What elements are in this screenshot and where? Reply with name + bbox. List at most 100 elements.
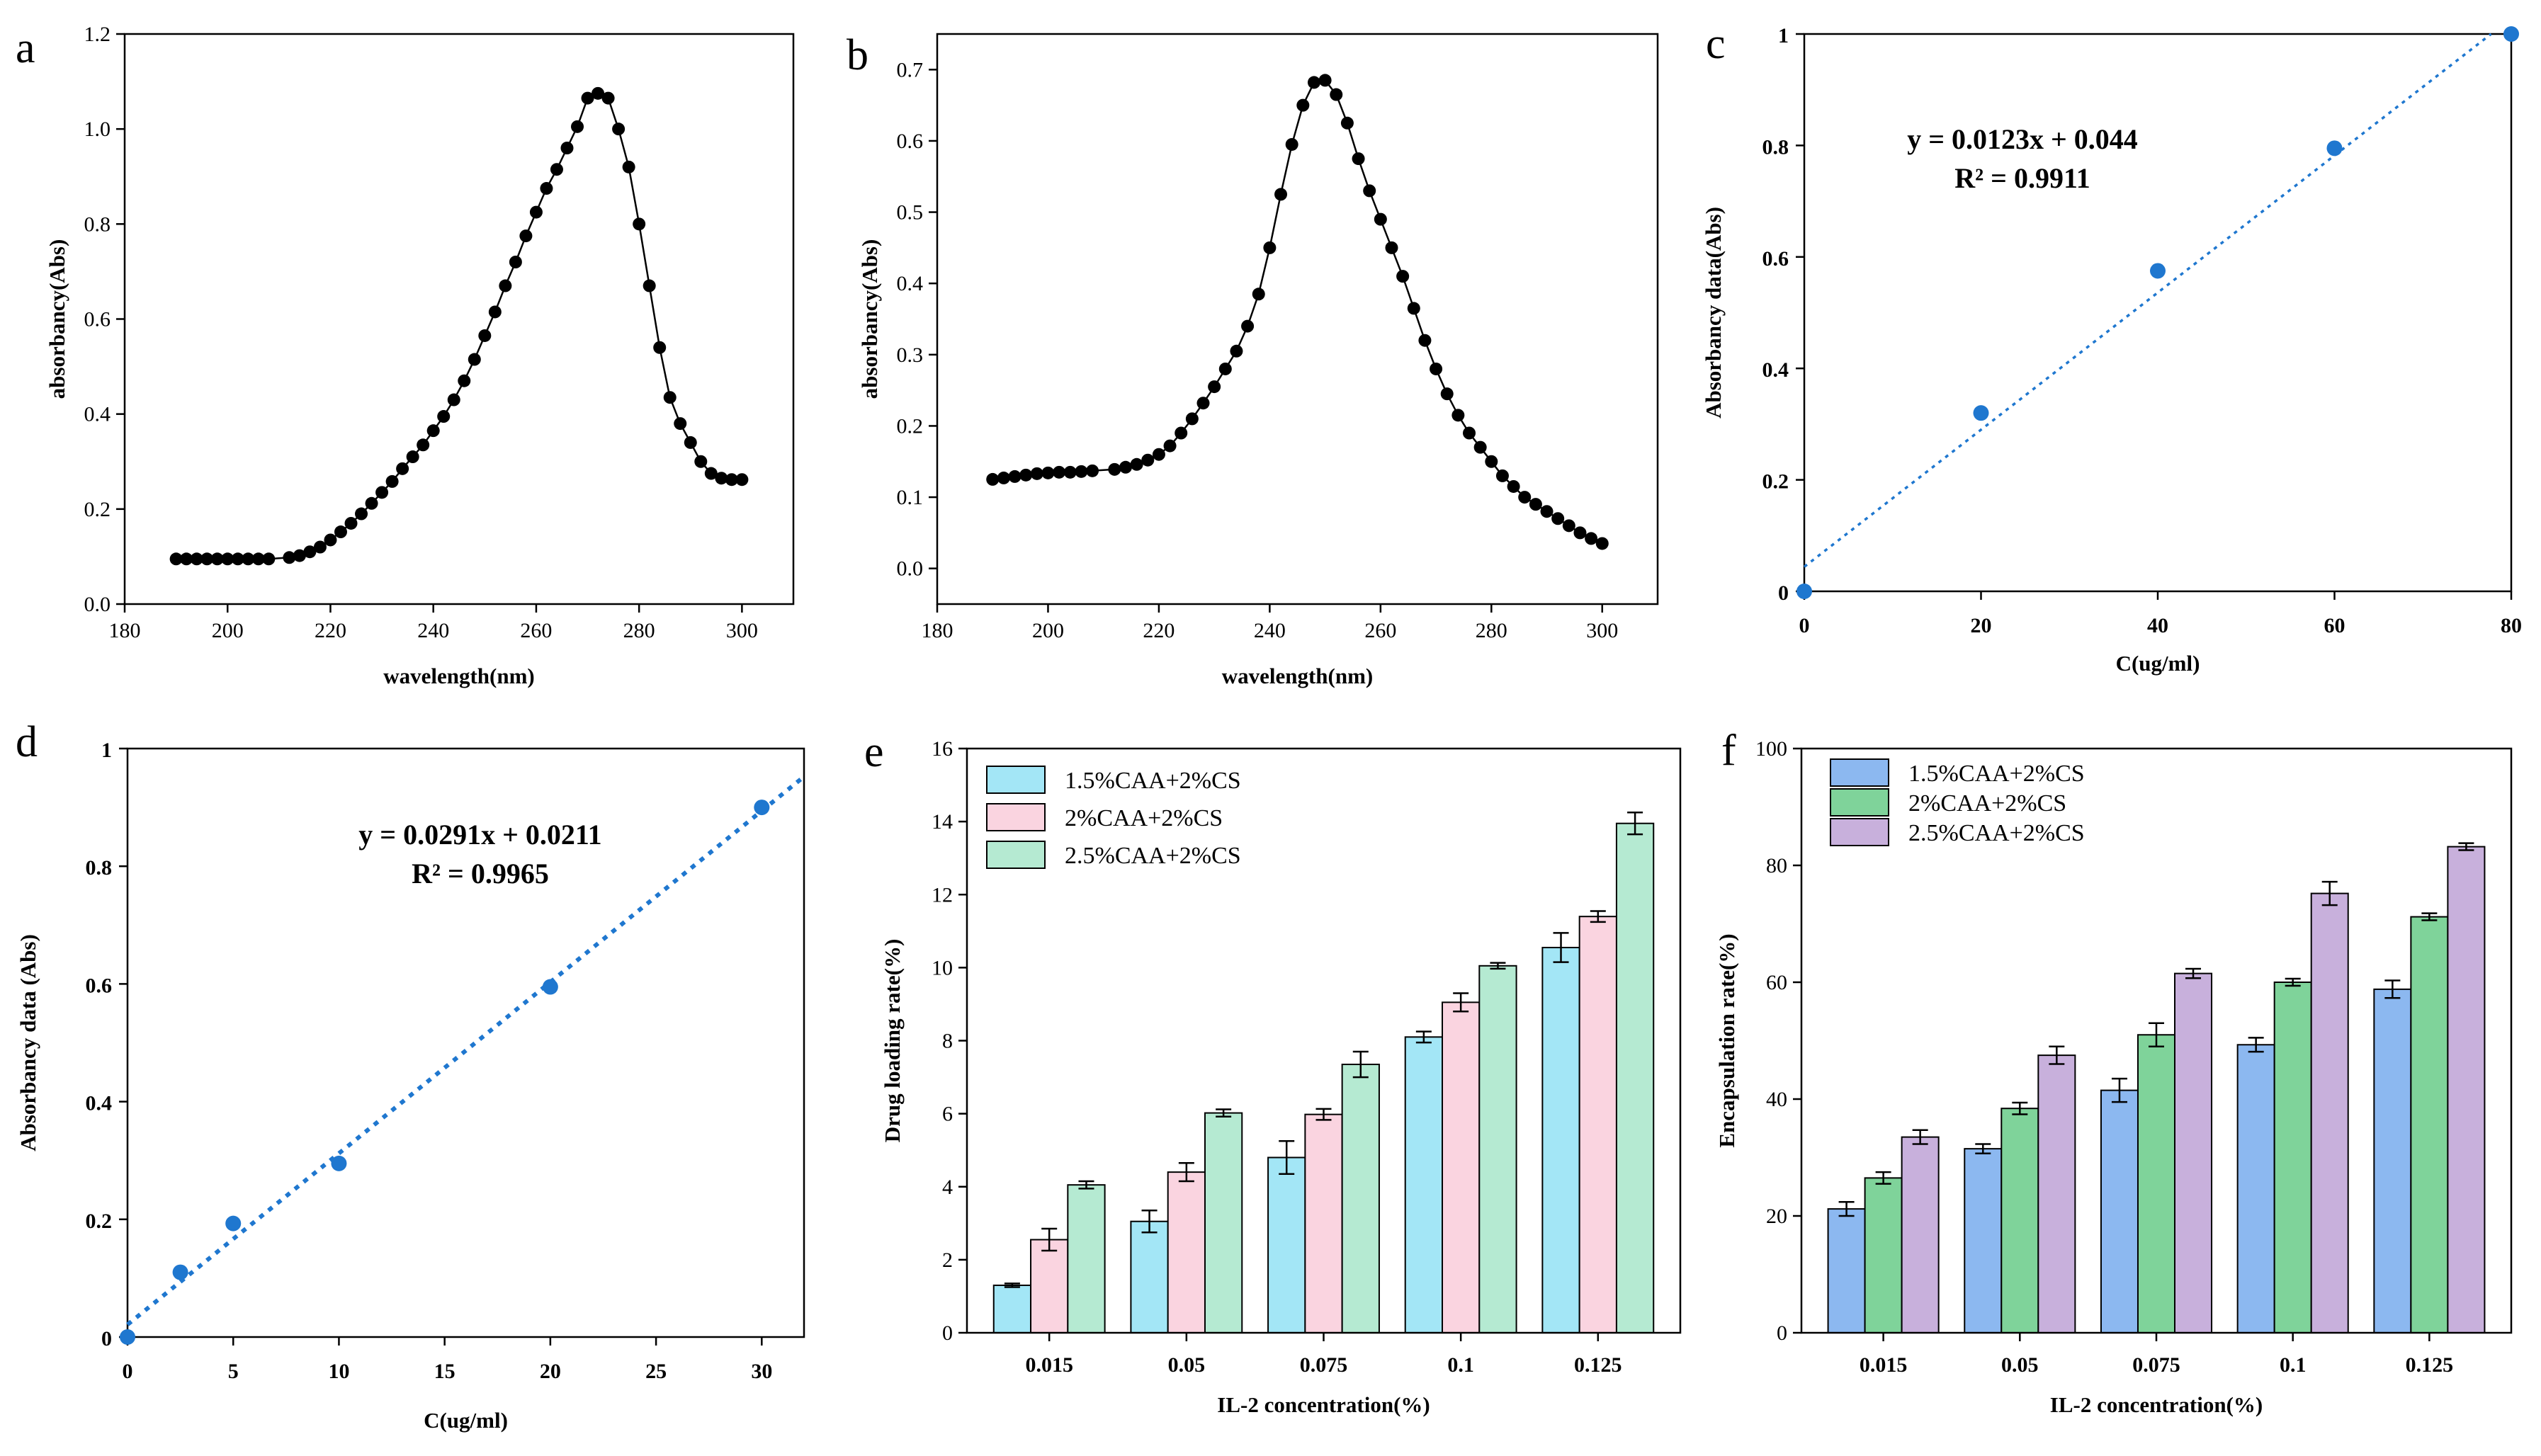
- r-squared: R² = 0.9911: [1954, 162, 2090, 194]
- bar-1-5-caa-2-cs: [1130, 1220, 1169, 1333]
- legend-swatch: [986, 841, 1046, 869]
- data-point: [344, 516, 358, 530]
- x-tick-label: 200: [1032, 619, 1064, 642]
- x-tick-label: 5: [228, 1360, 239, 1383]
- y-tick-label: 1.2: [84, 23, 111, 46]
- bar-1-5-caa-2-cs: [2236, 1044, 2275, 1334]
- x-tick-label: 0.125: [1574, 1353, 1622, 1377]
- data-point: [1430, 362, 1443, 375]
- y-tick-label: 0.1: [897, 486, 924, 509]
- panel-b: b 180 200 220 240 260 280 300 0.0 0.1 0.2 0.3 0.4 0.5…: [847, 31, 1659, 688]
- y-tick-label: 0.6: [1762, 247, 1789, 271]
- legend-label: 1.5%CAA+2%CS: [1908, 761, 2085, 787]
- data-point: [1385, 241, 1398, 254]
- data-point: [1440, 387, 1454, 401]
- trend-line: [126, 775, 805, 1326]
- y-tick-label: 0.0: [84, 593, 111, 616]
- x-tick-label: 300: [726, 619, 758, 642]
- x-tick-label: 180: [109, 619, 141, 642]
- data-point: [2150, 263, 2166, 279]
- y-tick-label: 0.6: [86, 974, 113, 997]
- legend-swatch: [986, 766, 1046, 794]
- y-tick-label: 0.2: [86, 1210, 113, 1233]
- data-point: [396, 462, 409, 475]
- data-point: [550, 163, 563, 176]
- legend-swatch: [1830, 758, 1889, 787]
- data-point: [385, 474, 399, 488]
- data-point: [519, 229, 533, 243]
- data-point: [653, 341, 667, 354]
- legend-label: 2%CAA+2%CS: [1065, 805, 1223, 831]
- bar-1-5-caa-2-cs: [1267, 1156, 1306, 1333]
- legend-label: 1.5%CAA+2%CS: [1065, 768, 1241, 794]
- x-tick-label: 0.1: [2280, 1353, 2307, 1377]
- data-point: [1196, 397, 1210, 410]
- data-point: [1540, 505, 1554, 518]
- x-tick-label: 180: [922, 619, 953, 642]
- y-axis-title: Encapsulation rate(%): [1714, 933, 1739, 1147]
- data-point: [1796, 584, 1812, 599]
- y-tick-label: 10: [932, 956, 953, 979]
- data-point: [1396, 270, 1410, 283]
- data-point: [478, 329, 492, 342]
- data-point: [542, 979, 558, 995]
- data-point: [1075, 465, 1088, 478]
- panel-letter-d: d: [16, 718, 38, 766]
- y-tick-label: 0.8: [86, 856, 113, 880]
- y-tick-label: 0.2: [1762, 470, 1789, 494]
- data-point: [1008, 470, 1022, 483]
- data-point: [375, 486, 389, 499]
- data-point: [426, 424, 440, 438]
- x-tick-label: 220: [1143, 619, 1175, 642]
- data-point: [1296, 98, 1310, 112]
- data-point: [1973, 405, 1989, 421]
- x-tick-label: 0.075: [2132, 1353, 2180, 1377]
- data-point: [262, 552, 276, 566]
- bar-2-5-caa-2-cs: [2174, 972, 2213, 1333]
- y-tick-label: 100: [1755, 737, 1787, 761]
- bar-2-5-caa-2-cs: [1478, 965, 1517, 1333]
- bar-2-5-caa-2-cs: [1901, 1136, 1940, 1333]
- y-axis-title: absorbancy(Abs): [857, 239, 882, 399]
- data-point: [694, 455, 708, 468]
- panel-letter-f: f: [1721, 727, 1736, 775]
- data-point: [468, 353, 481, 366]
- y-tick-label: 20: [1766, 1205, 1787, 1228]
- y-tick-label: 60: [1766, 971, 1787, 994]
- x-tick-label: 0.05: [2001, 1353, 2039, 1377]
- data-point: [1495, 469, 1509, 482]
- data-point: [172, 1264, 188, 1280]
- data-point: [180, 552, 193, 566]
- data-point: [437, 410, 451, 423]
- data-point: [1507, 479, 1520, 493]
- bar-2-5-caa-2-cs: [2310, 892, 2349, 1333]
- x-tick-label: 80: [2501, 614, 2522, 637]
- data-point: [735, 473, 749, 487]
- data-point: [1141, 453, 1155, 467]
- data-point: [1363, 184, 1376, 198]
- x-axis-title: wavelength(nm): [383, 664, 535, 688]
- data-point: [406, 450, 419, 464]
- bar-1-5-caa-2-cs: [2373, 988, 2412, 1334]
- bar-2-5-caa-2-cs: [2447, 846, 2486, 1333]
- data-point: [704, 467, 718, 480]
- x-tick-label: 280: [1476, 619, 1507, 642]
- data-point: [313, 540, 327, 554]
- x-axis-title: wavelength(nm): [1222, 664, 1374, 688]
- data-point: [1185, 412, 1199, 426]
- data-point: [2503, 26, 2519, 42]
- data-point: [1518, 491, 1532, 504]
- bar-1-5-caa-2-cs: [1541, 947, 1580, 1333]
- data-point: [540, 182, 553, 195]
- legend-label: 2.5%CAA+2%CS: [1065, 843, 1241, 869]
- x-tick-label: 25: [645, 1360, 667, 1383]
- data-point: [1551, 512, 1565, 525]
- data-point: [715, 472, 728, 485]
- bar-1-5-caa-2-cs: [1964, 1148, 2003, 1333]
- data-point: [725, 473, 738, 487]
- data-point: [303, 545, 317, 559]
- data-point: [1019, 468, 1033, 482]
- bar-2-caa-2-cs: [2273, 982, 2312, 1333]
- data-point: [612, 123, 626, 136]
